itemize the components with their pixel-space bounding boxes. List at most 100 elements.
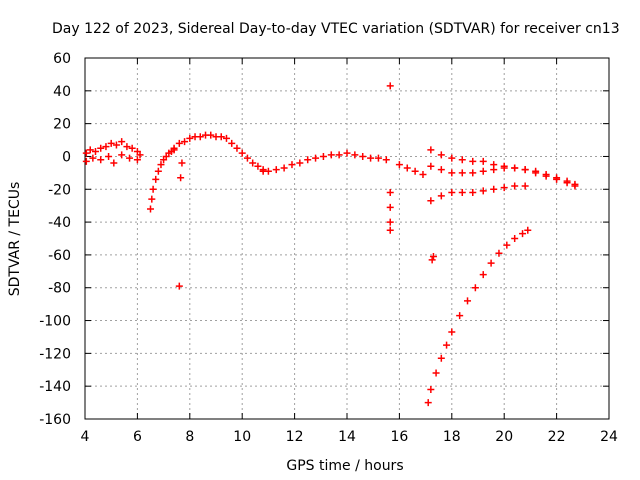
x-axis-label: GPS time / hours xyxy=(286,458,403,474)
data-point xyxy=(207,131,215,139)
data-point xyxy=(228,139,236,147)
data-point xyxy=(519,230,527,238)
data-point xyxy=(217,133,225,141)
y-tick-label: 40 xyxy=(53,84,71,100)
x-tick-label: 8 xyxy=(185,429,194,445)
data-point xyxy=(563,177,571,185)
data-point xyxy=(458,156,466,164)
data-point xyxy=(464,297,472,305)
data-point xyxy=(222,134,230,142)
data-point xyxy=(296,159,304,167)
data-point xyxy=(254,162,262,170)
data-point xyxy=(105,152,113,160)
data-point xyxy=(196,133,204,141)
x-tick-label: 6 xyxy=(133,429,142,445)
y-tick-label: -40 xyxy=(48,215,71,231)
data-point xyxy=(264,167,272,175)
data-point xyxy=(335,151,343,159)
data-point xyxy=(128,144,136,152)
data-point xyxy=(469,169,477,177)
data-point xyxy=(448,169,456,177)
data-point xyxy=(448,154,456,162)
x-tick-label: 20 xyxy=(495,429,513,445)
data-point xyxy=(359,152,367,160)
x-tick-label: 24 xyxy=(600,429,618,445)
data-point xyxy=(479,157,487,165)
y-tick-label: -60 xyxy=(48,248,71,264)
y-tick-label: 0 xyxy=(62,149,71,165)
data-point xyxy=(97,144,105,152)
data-point xyxy=(178,159,186,167)
series-outliers xyxy=(175,82,437,290)
data-point xyxy=(495,249,503,257)
data-point xyxy=(458,189,466,197)
data-point xyxy=(427,197,435,205)
data-point xyxy=(382,156,390,164)
data-point xyxy=(327,151,335,159)
data-point xyxy=(437,192,445,200)
data-point xyxy=(102,143,110,151)
series-mid-trough xyxy=(259,149,390,175)
data-point xyxy=(86,146,94,154)
data-point xyxy=(386,203,394,211)
y-tick-label: -100 xyxy=(39,314,71,330)
grid xyxy=(85,58,609,419)
data-point xyxy=(186,134,194,142)
data-point xyxy=(249,159,257,167)
data-point xyxy=(437,151,445,159)
data-point xyxy=(386,189,394,197)
data-point xyxy=(343,149,351,157)
axis-ticks: 4 6 8 10 12 14 16 18 20 22 24 -160 -140 -120 -100 -80 -6… xyxy=(39,51,618,445)
data-point xyxy=(432,369,440,377)
data-point xyxy=(175,139,183,147)
y-tick-label: -80 xyxy=(48,281,71,297)
data-point xyxy=(448,189,456,197)
data-point xyxy=(511,235,519,242)
data-point xyxy=(479,271,487,279)
data-point xyxy=(288,161,296,169)
data-point xyxy=(367,154,375,162)
data-point xyxy=(419,171,427,179)
data-point xyxy=(181,138,189,146)
data-point xyxy=(170,144,178,152)
data-point xyxy=(154,167,162,175)
y-tick-label: 60 xyxy=(53,51,71,67)
data-point xyxy=(437,354,445,362)
data-point xyxy=(157,161,165,169)
series-dip-6.5 xyxy=(147,146,178,213)
y-tick-label: 20 xyxy=(53,117,71,133)
data-point xyxy=(490,185,498,193)
data-point xyxy=(112,141,120,149)
data-point xyxy=(487,259,495,267)
data-point xyxy=(443,341,451,349)
data-point xyxy=(553,174,561,182)
data-point xyxy=(521,182,529,190)
data-point xyxy=(427,385,435,393)
data-point xyxy=(149,185,157,193)
data-point xyxy=(82,157,90,165)
data-point xyxy=(386,226,394,234)
data-point xyxy=(118,138,126,146)
data-point xyxy=(469,157,477,165)
data-point xyxy=(469,189,477,197)
data-point xyxy=(319,152,327,160)
data-point xyxy=(118,151,126,159)
x-tick-label: 12 xyxy=(286,429,304,445)
series-mid-arc xyxy=(170,131,267,174)
data-point xyxy=(500,164,508,172)
x-tick-label: 10 xyxy=(233,429,251,445)
data-point xyxy=(272,166,280,174)
data-point xyxy=(110,159,118,167)
data-point xyxy=(175,282,183,290)
data-point xyxy=(479,187,487,195)
series-early-band xyxy=(82,138,144,159)
series-recovery-curve xyxy=(424,226,532,407)
y-tick-label: -120 xyxy=(39,346,71,362)
x-tick-label: 18 xyxy=(443,429,461,445)
data-point xyxy=(107,139,115,147)
data-point xyxy=(374,154,382,162)
data-point xyxy=(91,148,99,156)
data-point xyxy=(126,154,134,162)
data-point xyxy=(479,167,487,175)
